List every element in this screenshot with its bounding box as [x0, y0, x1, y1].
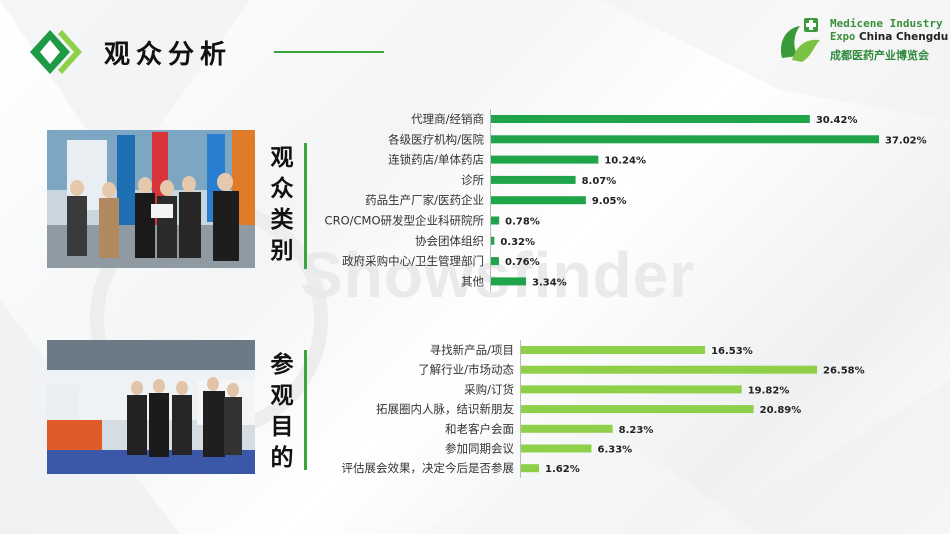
logo-line3: 成都医药产业博览会 [830, 49, 929, 62]
category-label: 各级医疗机构/医院 [388, 132, 484, 146]
bar [521, 444, 592, 453]
data-label: 10.24% [604, 156, 646, 167]
category-label: 参加同期会议 [445, 442, 514, 456]
bar [521, 346, 706, 354]
category-label: 寻找新产品/项目 [430, 343, 514, 357]
data-label: 16.53% [711, 346, 753, 357]
bar [491, 135, 879, 144]
logo-line2-en: Expo [830, 31, 856, 43]
data-label: 37.02% [885, 135, 927, 146]
expo-logo-icon [780, 18, 820, 62]
category-label: 和老客户会面 [445, 422, 514, 436]
category-label: 诊所 [461, 173, 484, 187]
bar [521, 464, 540, 473]
data-label: 30.42% [816, 115, 858, 126]
category-label: 政府采购中心/卫生管理部门 [342, 254, 484, 268]
visitors-photo [47, 340, 255, 474]
category-label: 评估展会效果，决定今后是否参展 [342, 461, 515, 475]
visit-purpose-title: 参观目的 [270, 352, 294, 471]
bar [491, 196, 586, 205]
bar [491, 236, 495, 245]
category-label: CRO/CMO研发型企业科研院所 [325, 214, 485, 228]
data-label: 0.76% [505, 257, 540, 268]
bar [491, 257, 499, 266]
data-label: 0.78% [505, 217, 540, 228]
bar [491, 277, 527, 286]
audience-type-title: 观众类别 [270, 145, 294, 264]
data-label: 3.34% [532, 277, 567, 288]
expo-logo: Medicene Industry Expo China Chengdu 成都医… [776, 14, 948, 68]
bar [491, 175, 576, 184]
data-label: 0.32% [500, 237, 535, 248]
bar [521, 424, 613, 433]
data-label: 8.07% [582, 176, 617, 187]
data-label: 8.23% [619, 425, 654, 436]
logo-line2: Expo China Chengdu [830, 31, 948, 43]
bar [491, 155, 599, 164]
bar [491, 115, 810, 123]
category-label: 药品生产厂家/医药企业 [365, 193, 484, 207]
data-label: 9.05% [592, 196, 627, 207]
page-title: 观众分析 [104, 40, 233, 70]
visit-purpose-chart: 寻找新产品/项目 16.53% 了解行业/市场动态 26.58% 采购/订货 19.82%… [342, 340, 865, 479]
data-label: 20.89% [760, 405, 802, 416]
category-label: 了解行业/市场动态 [418, 363, 514, 377]
category-label: 代理商/经销商 [411, 112, 484, 126]
audience-type-divider [304, 143, 307, 269]
watermark-text: Showsfinder [300, 239, 696, 311]
bar [521, 405, 754, 414]
category-label: 协会团体组织 [415, 234, 484, 248]
audience-type-chart: 代理商/经销商 30.42% 各级医疗机构/医院 37.02% 连锁药店/单体药店 10.… [325, 108, 927, 292]
audience-photo [47, 130, 255, 268]
category-label: 拓展圈内人脉，结识新朋友 [376, 402, 514, 416]
bar [521, 385, 742, 394]
bar [521, 365, 817, 374]
data-label: 19.82% [748, 385, 790, 396]
data-label: 6.33% [597, 445, 632, 456]
category-label: 采购/订货 [464, 382, 514, 396]
bar [491, 216, 500, 225]
logo-line2-city: China Chengdu [858, 31, 949, 43]
category-label: 连锁药店/单体药店 [388, 153, 484, 167]
data-label: 1.62% [545, 464, 580, 475]
title-underline [274, 51, 384, 53]
category-label: 其他 [461, 274, 484, 288]
logo-line1: Medicene Industry [830, 17, 943, 30]
visit-purpose-divider [304, 350, 307, 470]
title-diamond-icon [30, 30, 82, 74]
data-label: 26.58% [823, 366, 865, 377]
